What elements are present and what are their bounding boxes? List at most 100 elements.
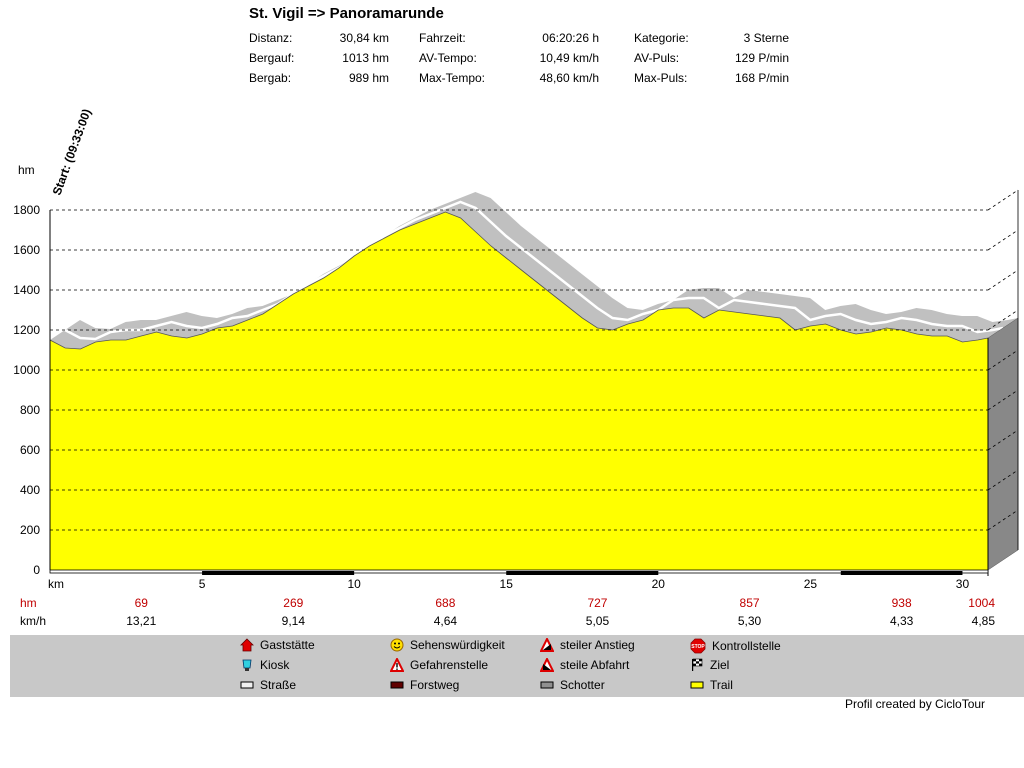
stat-value: 10,49 km/h [539, 51, 599, 65]
y-tick-label: 1600 [13, 243, 40, 257]
stat-label: Distanz: [249, 31, 293, 45]
x-tick-label: 10 [347, 577, 361, 591]
row-value: 5,05 [586, 614, 610, 628]
legend-item: Trail [690, 678, 733, 692]
road-swatch-icon [240, 678, 260, 692]
row-value: 13,21 [126, 614, 156, 628]
gridline-depth [987, 509, 1019, 531]
legend-item: STOP Kontrollstelle [690, 638, 781, 654]
elevation-chart: 0 200 400 600 800 1000 1200 1400 1600 1800 km 5 10 15… [13, 107, 1019, 628]
y-tick-label: 1400 [13, 283, 40, 297]
profile-line [49, 211, 989, 350]
gridline-depth [987, 229, 1019, 251]
legend-label: Kontrollstelle [712, 639, 781, 653]
stat-label: Max-Puls: [634, 71, 688, 85]
gridline-depth [987, 389, 1019, 411]
legend-item: steile Abfahrt [540, 658, 629, 672]
surface-segment [202, 571, 355, 575]
row-value: 9,14 [282, 614, 306, 628]
stat-value: 989 hm [348, 71, 389, 85]
forest-road-swatch-icon [390, 678, 410, 692]
row-value: 4,33 [890, 614, 914, 628]
legend-item: steiler Anstieg [540, 638, 635, 652]
y-tick-label: 600 [20, 443, 40, 457]
stat-value: 30,84 km [339, 31, 389, 45]
stat-label: AV-Tempo: [419, 51, 477, 65]
stat-label: Kategorie: [634, 31, 689, 45]
profile-shadow [50, 192, 1018, 349]
legend-label: Gaststätte [260, 638, 315, 652]
stat-label: Bergab: [249, 71, 292, 85]
legend-label: Straße [260, 678, 297, 692]
stat-value: 129 P/min [734, 51, 789, 65]
x-axis-label: km [48, 577, 64, 591]
legend-label: Forstweg [410, 678, 460, 692]
house-icon [240, 638, 260, 652]
stat-label: Max-Tempo: [419, 71, 486, 85]
stop-icon: STOP [690, 638, 712, 654]
stat-label: Fahrzeit: [419, 31, 466, 45]
x-tick-label: 25 [804, 577, 818, 591]
gridline-depth [987, 269, 1019, 291]
stat-label: AV-Puls: [634, 51, 680, 65]
gridline-depth [987, 309, 1019, 331]
surface-segment [506, 571, 659, 575]
y-tick-label: 0 [33, 563, 40, 577]
row-value: 727 [587, 596, 607, 610]
legend: Gaststätte Kiosk Straße Sehenswürdigkeit Gef… [10, 635, 1024, 697]
row-value: 5,30 [738, 614, 762, 628]
stat-label: Bergauf: [249, 51, 295, 65]
legend-label: Gefahrenstelle [410, 658, 489, 672]
x-tick-label: 20 [652, 577, 666, 591]
row-value: 4,85 [972, 614, 996, 628]
x-tick-label: 15 [500, 577, 514, 591]
svg-text:STOP: STOP [691, 644, 705, 650]
row-value: 269 [283, 596, 303, 610]
legend-item: Sehenswürdigkeit [390, 638, 505, 652]
y-axis-label: hm [18, 163, 35, 177]
stat-value: 06:20:26 h [542, 31, 599, 45]
steep-climb-icon [540, 638, 560, 652]
row-value: 938 [892, 596, 912, 610]
stat-value: 168 P/min [734, 71, 789, 85]
legend-item: Ziel [690, 658, 729, 672]
legend-item: Gefahrenstelle [390, 658, 488, 672]
gridline-depth [987, 349, 1019, 371]
legend-label: steiler Anstieg [560, 638, 635, 652]
legend-item: Gaststätte [240, 638, 315, 652]
legend-label: Ziel [710, 658, 730, 672]
row-label: km/h [20, 614, 46, 628]
row-label: hm [20, 596, 37, 610]
steep-descent-icon [540, 658, 560, 672]
legend-label: Kiosk [260, 658, 290, 672]
stat-value: 3 Sterne [743, 31, 789, 45]
legend-label: Schotter [560, 678, 605, 692]
row-value: 857 [740, 596, 760, 610]
y-tick-label: 400 [20, 483, 40, 497]
finish-flag-icon [690, 658, 710, 672]
cup-icon [240, 658, 260, 672]
page-title: St. Vigil => Panoramarunde [249, 5, 444, 22]
x-tick-label: 5 [199, 577, 206, 591]
gridline-depth [987, 189, 1019, 211]
y-tick-label: 1800 [13, 203, 40, 217]
gridline-depth [987, 469, 1019, 491]
profile-highlight [64, 200, 1004, 341]
row-value: 688 [435, 596, 455, 610]
profile-side-face [987, 317, 1019, 571]
profile-area [50, 212, 988, 570]
stat-value: 1013 hm [342, 51, 389, 65]
y-tick-label: 800 [20, 403, 40, 417]
row-value: 1004 [968, 596, 995, 610]
legend-item: Kiosk [240, 658, 289, 672]
x-tick-label: 30 [956, 577, 970, 591]
legend-label: Trail [710, 678, 733, 692]
gridline-depth [987, 429, 1019, 451]
footer-credit: Profil created by CicloTour [845, 697, 986, 711]
y-tick-label: 1200 [13, 323, 40, 337]
legend-item: Forstweg [390, 678, 459, 692]
legend-label: Sehenswürdigkeit [410, 638, 505, 652]
start-label: Start: (09:33:00) [50, 107, 94, 197]
smiley-icon [390, 638, 410, 652]
gravel-swatch-icon [540, 678, 560, 692]
